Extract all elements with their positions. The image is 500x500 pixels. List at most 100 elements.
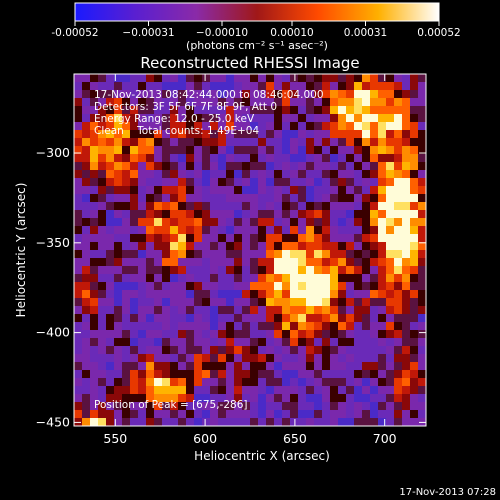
heatmap-cell bbox=[146, 242, 155, 251]
heatmap-cell bbox=[274, 386, 283, 395]
heatmap-cell bbox=[242, 114, 251, 123]
heatmap-cell bbox=[106, 410, 115, 419]
heatmap-cell bbox=[338, 218, 347, 227]
heatmap-cell bbox=[90, 330, 99, 339]
heatmap-cell bbox=[410, 122, 419, 131]
heatmap-cell bbox=[170, 178, 179, 187]
heatmap-cell bbox=[210, 210, 219, 219]
heatmap-cell bbox=[178, 114, 187, 123]
heatmap-cell bbox=[298, 362, 307, 371]
heatmap-cell bbox=[282, 346, 291, 355]
heatmap-cell bbox=[122, 346, 131, 355]
heatmap-cell bbox=[130, 402, 139, 411]
heatmap-cell bbox=[282, 338, 291, 347]
heatmap-cell bbox=[170, 330, 179, 339]
heatmap-cell bbox=[418, 250, 426, 259]
heatmap-cell bbox=[386, 82, 395, 91]
heatmap-cell bbox=[338, 130, 347, 139]
heatmap-cell bbox=[98, 210, 107, 219]
heatmap-cell bbox=[226, 130, 235, 139]
heatmap-cell bbox=[346, 306, 355, 315]
heatmap-cell bbox=[234, 178, 243, 187]
heatmap-cell bbox=[410, 258, 419, 267]
heatmap-cell bbox=[290, 322, 299, 331]
heatmap-cell bbox=[338, 338, 347, 347]
heatmap-cell bbox=[130, 346, 139, 355]
heatmap-cell bbox=[354, 378, 363, 387]
heatmap-cell bbox=[378, 162, 387, 171]
heatmap-cell bbox=[186, 74, 195, 83]
heatmap-cell bbox=[354, 146, 363, 155]
heatmap-cell bbox=[114, 74, 123, 83]
heatmap-cell bbox=[154, 98, 163, 107]
heatmap-cell bbox=[210, 130, 219, 139]
heatmap-cell bbox=[170, 378, 179, 387]
heatmap-cell bbox=[242, 90, 251, 99]
heatmap-cell bbox=[234, 114, 243, 123]
heatmap-cell bbox=[346, 258, 355, 267]
heatmap-cell bbox=[330, 282, 339, 291]
heatmap-cell bbox=[154, 410, 163, 419]
heatmap-cell bbox=[194, 346, 203, 355]
heatmap-cell bbox=[226, 362, 235, 371]
heatmap-cell bbox=[226, 74, 235, 83]
heatmap-cell bbox=[250, 274, 259, 283]
heatmap-cell bbox=[314, 242, 323, 251]
heatmap-cell bbox=[282, 322, 291, 331]
heatmap-cell bbox=[298, 90, 307, 99]
heatmap-cell bbox=[82, 282, 91, 291]
heatmap-cell bbox=[146, 258, 155, 267]
heatmap-cell bbox=[258, 234, 267, 243]
heatmap-cell bbox=[82, 362, 91, 371]
heatmap-cell bbox=[138, 130, 147, 139]
heatmap-cell bbox=[138, 218, 147, 227]
heatmap-cell bbox=[354, 106, 363, 115]
heatmap-cell bbox=[258, 410, 267, 419]
heatmap-cell bbox=[170, 418, 179, 426]
heatmap-cell bbox=[154, 290, 163, 299]
heatmap-cell bbox=[306, 146, 315, 155]
heatmap-cell bbox=[242, 162, 251, 171]
heatmap-cell bbox=[330, 394, 339, 403]
heatmap-cell bbox=[250, 402, 259, 411]
heatmap-cell bbox=[290, 378, 299, 387]
heatmap-cell bbox=[226, 226, 235, 235]
heatmap-cell bbox=[218, 122, 227, 131]
heatmap-cell bbox=[186, 146, 195, 155]
heatmap-cell bbox=[402, 138, 411, 147]
heatmap-cell bbox=[266, 274, 275, 283]
heatmap-cell bbox=[194, 362, 203, 371]
heatmap-cell bbox=[362, 274, 371, 283]
heatmap-cell bbox=[346, 298, 355, 307]
heatmap-cell bbox=[178, 410, 187, 419]
heatmap-cell bbox=[354, 266, 363, 275]
heatmap-cell bbox=[258, 298, 267, 307]
heatmap-cell bbox=[226, 282, 235, 291]
heatmap-cell bbox=[402, 82, 411, 91]
heatmap-cell bbox=[82, 370, 91, 379]
heatmap-cell bbox=[378, 170, 387, 179]
heatmap-cell bbox=[114, 378, 123, 387]
heatmap-cell bbox=[218, 218, 227, 227]
heatmap-cell bbox=[178, 138, 187, 147]
heatmap-cell bbox=[306, 122, 315, 131]
heatmap-cell bbox=[410, 146, 419, 155]
heatmap-cell bbox=[306, 106, 315, 115]
heatmap-cell bbox=[122, 394, 131, 403]
heatmap-cell bbox=[74, 354, 83, 363]
heatmap-cell bbox=[122, 186, 131, 195]
heatmap-cell bbox=[250, 138, 259, 147]
heatmap-cell bbox=[410, 138, 419, 147]
heatmap-cell bbox=[282, 226, 291, 235]
heatmap-cell bbox=[322, 194, 331, 203]
heatmap-cell bbox=[122, 274, 131, 283]
heatmap-cell bbox=[402, 362, 411, 371]
heatmap-cell bbox=[202, 402, 211, 411]
heatmap-cell bbox=[410, 114, 419, 123]
heatmap-cell bbox=[258, 218, 267, 227]
heatmap-cell bbox=[274, 122, 283, 131]
heatmap-cell bbox=[306, 322, 315, 331]
heatmap-cell bbox=[122, 314, 131, 323]
heatmap-cell bbox=[74, 178, 83, 187]
heatmap-cell bbox=[354, 82, 363, 91]
